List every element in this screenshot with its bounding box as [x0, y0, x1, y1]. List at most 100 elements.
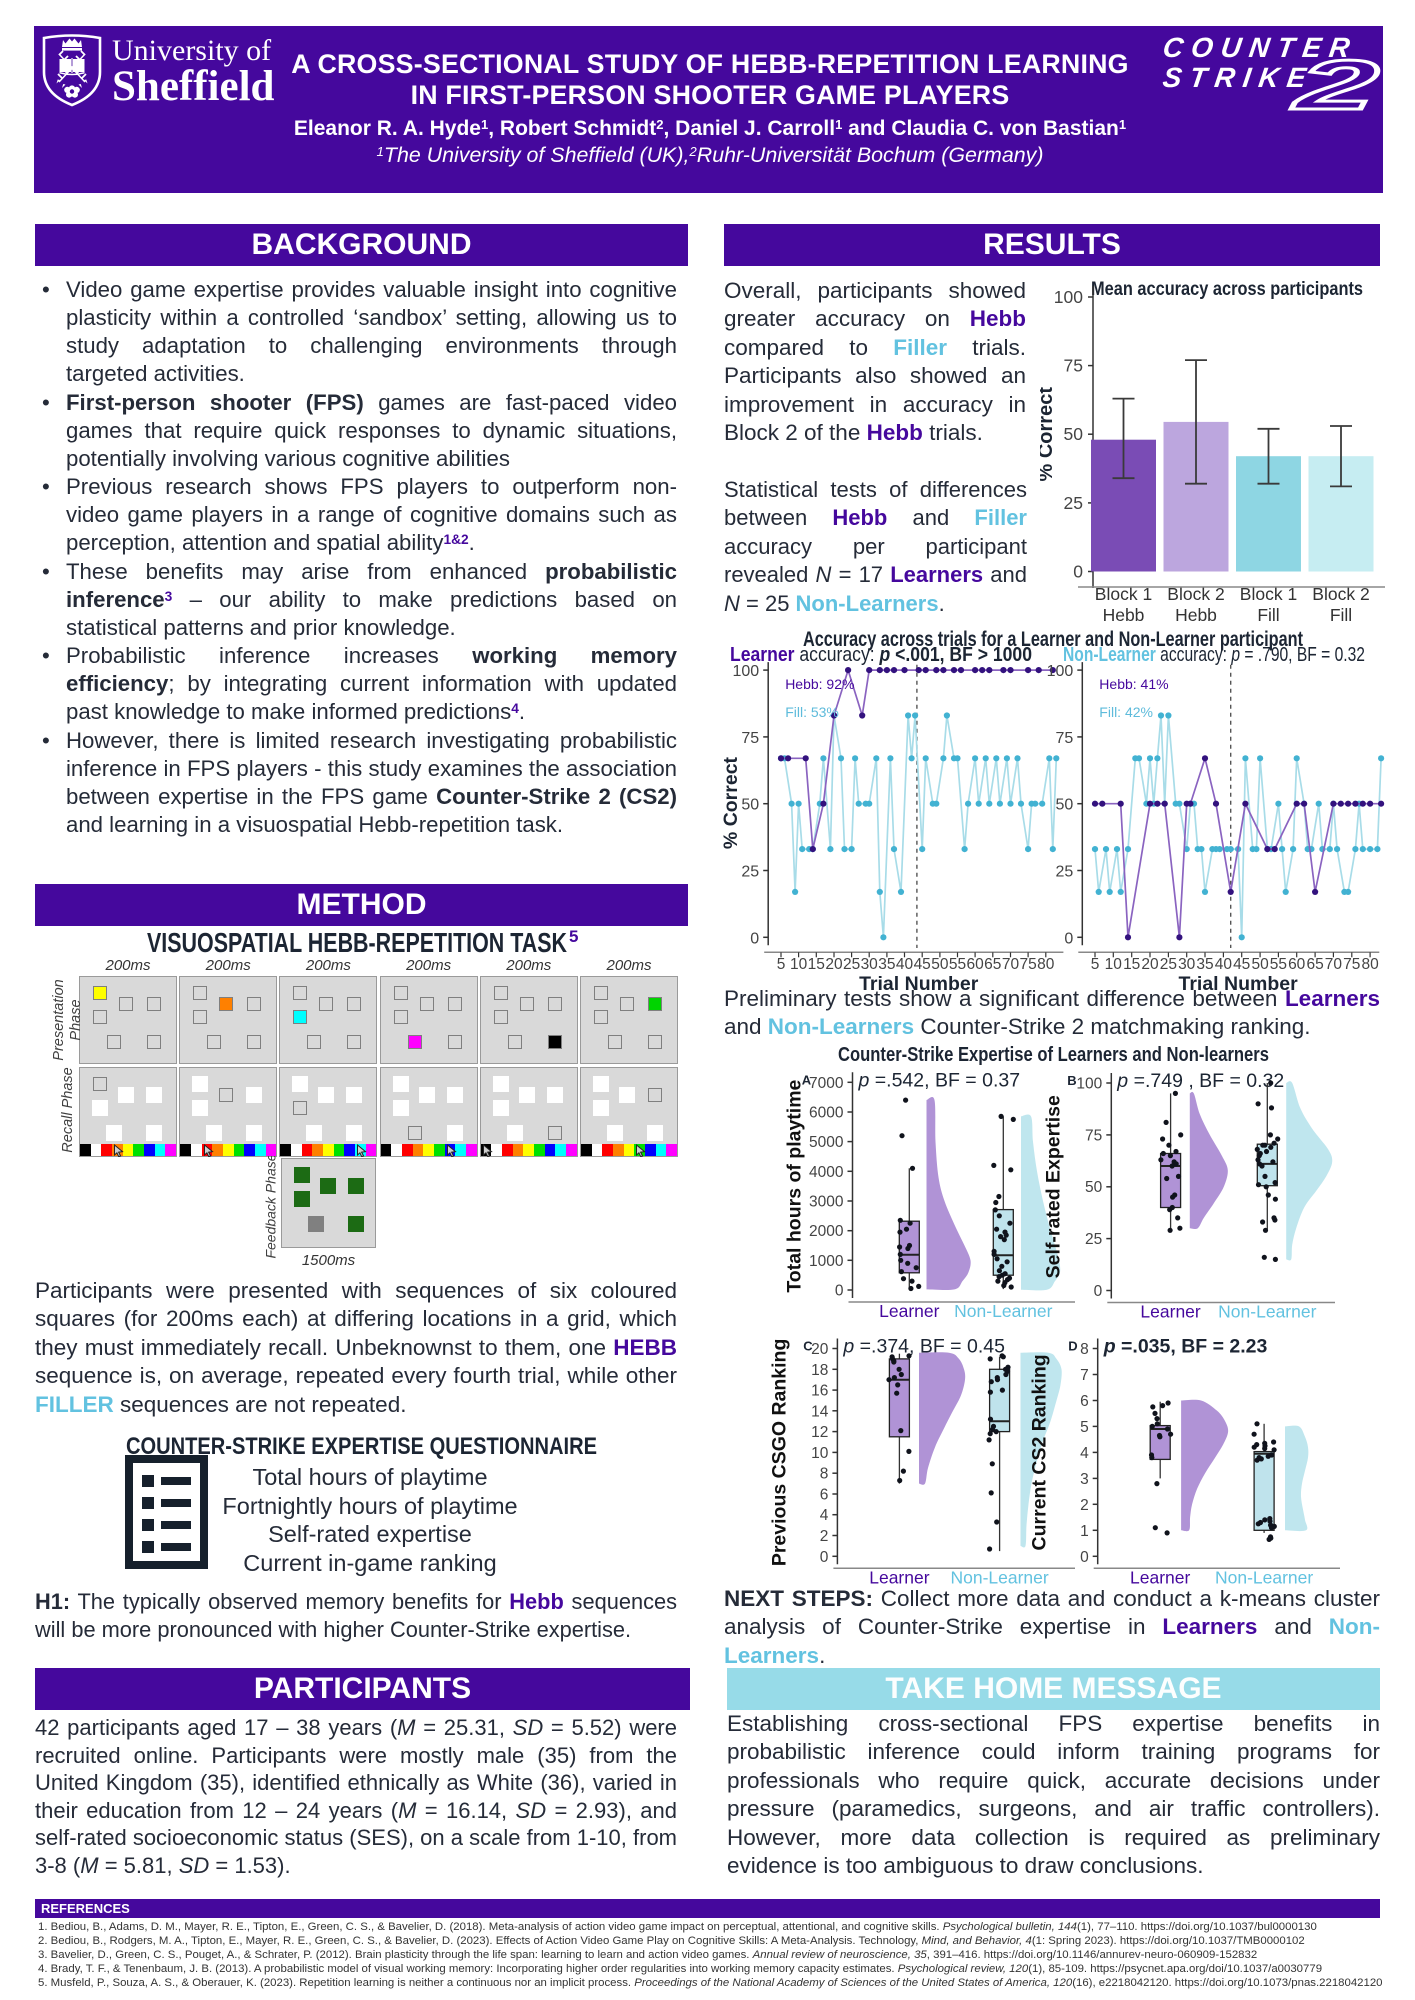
svg-text:D: D — [1068, 1339, 1077, 1354]
svg-text:Block 1: Block 1 — [1095, 584, 1152, 604]
svg-text:10: 10 — [1105, 956, 1123, 973]
svg-text:Current CS2 Ranking: Current CS2 Ranking — [1029, 1354, 1051, 1550]
svg-text:Learner: Learner — [869, 1567, 929, 1587]
svg-text:B: B — [1067, 1073, 1076, 1088]
svg-text:60: 60 — [966, 956, 984, 973]
svg-text:8: 8 — [820, 1466, 829, 1483]
svg-text:0: 0 — [1064, 930, 1073, 947]
svg-text:100: 100 — [732, 663, 759, 680]
svg-text:Fill: 53%: Fill: 53% — [785, 704, 839, 720]
svg-text:Non-Learner: Non-Learner — [954, 1301, 1052, 1321]
svg-text:75: 75 — [1064, 356, 1083, 376]
svg-text:25: 25 — [1064, 493, 1083, 513]
svg-text:5: 5 — [777, 956, 786, 973]
svg-text:Learner: Learner — [1130, 1567, 1190, 1587]
svg-text:14: 14 — [811, 1403, 829, 1420]
svg-text:A: A — [802, 1072, 812, 1087]
svg-text:10: 10 — [811, 1445, 829, 1462]
svg-text:70: 70 — [1325, 956, 1343, 973]
svg-text:Block 2: Block 2 — [1312, 584, 1369, 604]
svg-text:50: 50 — [1251, 956, 1269, 973]
svg-text:Accuracy across trials for a L: Accuracy across trials for a Learner and… — [803, 628, 1303, 651]
svg-text:Mean accuracy across participa: Mean accuracy across participants — [1091, 279, 1363, 300]
svg-text:C: C — [803, 1339, 813, 1354]
svg-text:VISUOSPATIAL HEBB-REPETITION T: VISUOSPATIAL HEBB-REPETITION TASK — [147, 927, 567, 958]
svg-text:70: 70 — [1002, 956, 1020, 973]
svg-text:30: 30 — [861, 956, 879, 973]
svg-text:p =.542, BF = 0.37: p =.542, BF = 0.37 — [858, 1069, 1021, 1091]
svg-text:1: 1 — [1080, 1523, 1089, 1540]
svg-text:65: 65 — [984, 956, 1001, 973]
svg-text:Non-Learner: Non-Learner — [1215, 1567, 1313, 1587]
svg-text:50: 50 — [931, 956, 949, 973]
svg-text:45: 45 — [1233, 956, 1250, 973]
svg-text:50: 50 — [1064, 424, 1084, 444]
svg-text:Trial Number: Trial Number — [859, 973, 979, 995]
svg-text:60: 60 — [1288, 956, 1306, 973]
svg-text:Fill: Fill — [1257, 605, 1279, 625]
svg-text:30: 30 — [1178, 956, 1196, 973]
svg-text:0: 0 — [835, 1283, 844, 1300]
svg-text:25: 25 — [1160, 956, 1177, 973]
svg-text:16: 16 — [811, 1383, 828, 1400]
svg-text:4000: 4000 — [809, 1164, 844, 1181]
svg-text:Trial Number: Trial Number — [1178, 973, 1298, 995]
svg-text:15: 15 — [808, 956, 825, 973]
svg-text:20: 20 — [1141, 956, 1159, 973]
svg-text:Block 2: Block 2 — [1167, 584, 1224, 604]
svg-text:p =.374, BF = 0.45: p =.374, BF = 0.45 — [842, 1336, 1005, 1358]
svg-text:75: 75 — [1019, 956, 1036, 973]
svg-text:p =.035, BF = 2.23: p =.035, BF = 2.23 — [1103, 1336, 1268, 1358]
svg-text:Counter-Strike Expertise of Le: Counter-Strike Expertise of Learners and… — [838, 1043, 1269, 1066]
svg-text:2: 2 — [1080, 1497, 1089, 1514]
svg-text:0: 0 — [1073, 562, 1083, 582]
svg-text:4: 4 — [1080, 1445, 1089, 1462]
svg-text:6: 6 — [1080, 1393, 1089, 1410]
svg-text:25: 25 — [843, 956, 860, 973]
svg-text:0: 0 — [1094, 1283, 1103, 1300]
svg-text:Block 1: Block 1 — [1240, 584, 1297, 604]
svg-text:2: 2 — [820, 1528, 829, 1545]
svg-text:% Correct: % Correct — [720, 756, 742, 849]
svg-text:45: 45 — [914, 956, 931, 973]
svg-text:25: 25 — [1085, 1231, 1102, 1248]
svg-text:4: 4 — [820, 1507, 829, 1524]
svg-text:Non-Learner accuracy: p = .790: Non-Learner accuracy: p = .790, BF = 0.3… — [1063, 644, 1365, 666]
svg-text:10: 10 — [790, 956, 808, 973]
svg-text:2000: 2000 — [809, 1223, 844, 1240]
svg-text:5000: 5000 — [809, 1134, 844, 1151]
svg-text:5: 5 — [1091, 956, 1100, 973]
svg-text:Learner: Learner — [1140, 1302, 1200, 1322]
svg-text:Fill: 42%: Fill: 42% — [1099, 704, 1153, 720]
svg-text:35: 35 — [1196, 956, 1213, 973]
svg-text:75: 75 — [1056, 730, 1074, 747]
svg-text:12: 12 — [811, 1424, 828, 1441]
svg-text:p =.749 , BF = 0.32: p =.749 , BF = 0.32 — [1116, 1070, 1284, 1092]
svg-text:20: 20 — [825, 956, 843, 973]
svg-text:5: 5 — [1080, 1419, 1089, 1436]
svg-text:1000: 1000 — [809, 1253, 844, 1270]
svg-text:6000: 6000 — [809, 1105, 844, 1122]
svg-text:Non-Learner: Non-Learner — [1218, 1302, 1316, 1322]
svg-text:40: 40 — [1215, 956, 1233, 973]
svg-text:75: 75 — [741, 730, 759, 747]
svg-text:Hebb: Hebb — [1103, 605, 1145, 625]
svg-text:5: 5 — [569, 927, 578, 946]
svg-text:100: 100 — [1047, 663, 1074, 680]
svg-text:40: 40 — [896, 956, 914, 973]
svg-text:Non-Learner: Non-Learner — [950, 1567, 1048, 1587]
svg-text:75: 75 — [1343, 956, 1360, 973]
svg-text:6: 6 — [820, 1487, 829, 1504]
svg-text:35: 35 — [878, 956, 895, 973]
svg-text:0: 0 — [820, 1549, 829, 1566]
svg-text:7: 7 — [1080, 1367, 1089, 1384]
svg-text:0: 0 — [1080, 1549, 1089, 1566]
svg-text:Fill: Fill — [1330, 605, 1352, 625]
svg-text:55: 55 — [1270, 956, 1287, 973]
svg-text:100: 100 — [1054, 287, 1083, 307]
svg-text:Learner accuracy: p <.001, BF: Learner accuracy: p <.001, BF > 1000 — [730, 644, 1032, 666]
svg-text:55: 55 — [949, 956, 966, 973]
svg-text:Hebb: 92%: Hebb: 92% — [785, 676, 854, 692]
svg-text:50: 50 — [1085, 1179, 1103, 1196]
svg-text:50: 50 — [1056, 797, 1074, 814]
